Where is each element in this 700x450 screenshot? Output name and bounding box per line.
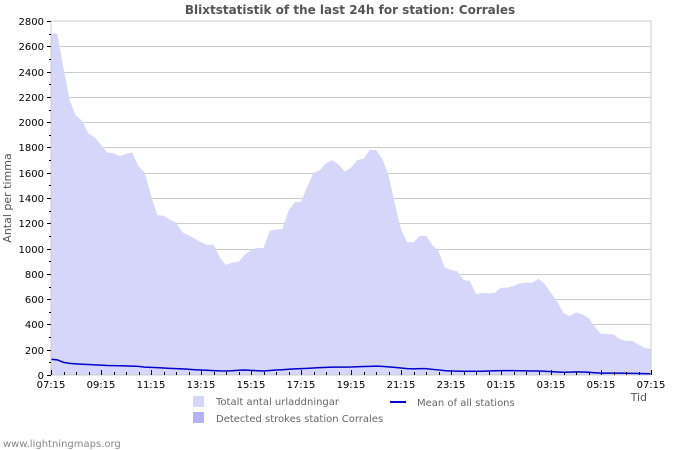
y-tick-label: 1400 (19, 194, 44, 205)
x-tick-label: 19:15 (337, 380, 366, 391)
y-tick-label: 2600 (19, 42, 44, 53)
x-tick-label: 03:15 (537, 380, 566, 391)
y-axis-ticks: 0 200 400 600 800 1000 1200 1400 1600 1800 2000 220… (19, 17, 51, 382)
x-tick-label: 07:15 (37, 380, 66, 391)
x-tick-label: 07:15 (637, 380, 666, 391)
x-tick-label: 23:15 (437, 380, 466, 391)
x-tick-label: 05:15 (587, 380, 616, 391)
legend-swatch-total (193, 396, 204, 407)
y-tick-label: 200 (25, 346, 44, 357)
y-tick-label: 2400 (19, 68, 44, 79)
y-tick-label: 2000 (19, 118, 44, 129)
series-area-0 (51, 33, 651, 375)
legend-label-mean: Mean of all stations (417, 398, 515, 409)
y-axis-title: Antal per timma (1, 153, 14, 242)
y-tick-label: 1800 (19, 143, 44, 154)
y-tick-label: 800 (25, 270, 44, 281)
x-tick-label: 13:15 (187, 380, 216, 391)
plot-area (50, 33, 652, 375)
x-tick-label: 17:15 (287, 380, 316, 391)
y-tick-label: 1000 (19, 245, 44, 256)
y-tick-label: 2800 (19, 17, 44, 28)
y-tick-label: 400 (25, 320, 44, 331)
legend-swatch-station (193, 412, 204, 423)
x-tick-label: 21:15 (387, 380, 416, 391)
x-tick-label: 01:15 (487, 380, 516, 391)
legend-label-station: Detected strokes station Corrales (216, 414, 383, 425)
y-tick-label: 1200 (19, 219, 44, 230)
legend: Totalt antal urladdningar Detected strok… (193, 396, 515, 425)
x-axis-title: Tid (630, 391, 647, 404)
chart-title: Blixtstatistik of the last 24h for stati… (185, 3, 515, 17)
y-tick-label: 1600 (19, 169, 44, 180)
x-tick-label: 09:15 (87, 380, 116, 391)
y-tick-label: 2200 (19, 93, 44, 104)
x-tick-label: 11:15 (137, 380, 166, 391)
y-tick-label: 600 (25, 295, 44, 306)
x-tick-label: 15:15 (237, 380, 266, 391)
footer-source: www.lightningmaps.org (3, 439, 121, 450)
y-tick-label: 0 (38, 371, 44, 382)
legend-label-total: Totalt antal urladdningar (215, 397, 340, 408)
x-axis-ticks: 07:15 09:15 11:15 13:15 15:15 17:15 19:15 21:15… (37, 370, 666, 391)
